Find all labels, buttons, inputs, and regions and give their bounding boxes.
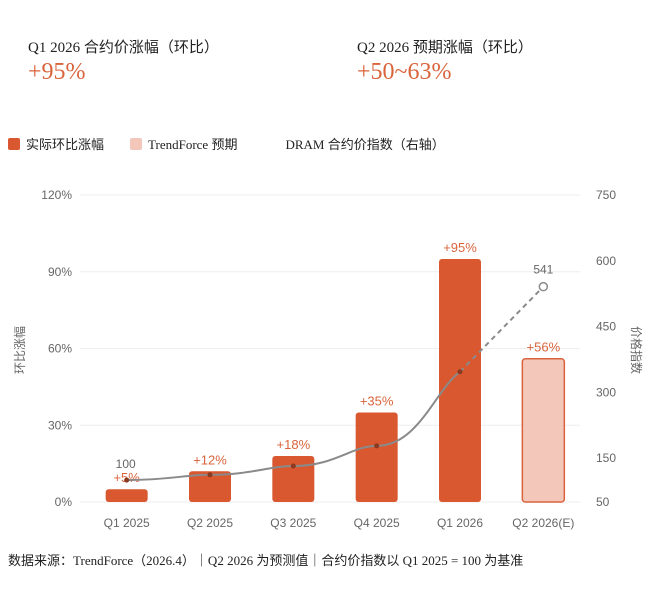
index-point: [457, 369, 463, 375]
y-tick-label: 60%: [48, 342, 72, 356]
y-axis-title: 环比涨幅: [12, 326, 27, 374]
bar: [189, 471, 231, 502]
legend-item-forecast: TrendForce 预期: [130, 134, 237, 153]
footer-source: 数据来源：TrendForce（2026.4）｜Q2 2026 为预测值｜合约价…: [8, 553, 524, 568]
bar: [272, 455, 315, 502]
index-point-projected: [538, 281, 549, 292]
legend-item-actual: 实际环比涨幅: [8, 134, 104, 153]
x-tick-label: Q1 2025: [104, 516, 150, 530]
legend: 实际环比涨幅 TrendForce 预期 DRAM 合约价指数（右轴）: [8, 134, 471, 153]
bar-data-label: +95%: [443, 240, 477, 255]
x-tick-label: Q1 2026: [437, 516, 483, 530]
bar-data-label: +56%: [527, 340, 561, 355]
legend-swatch: [8, 137, 20, 150]
x-tick-label: Q2 2025: [187, 516, 233, 530]
index-point: [124, 477, 130, 483]
y2-tick-label: 150: [596, 451, 616, 465]
kpi-q1-2026: Q1 2026 合约价涨幅（环比） +95%: [28, 36, 219, 86]
y-tick-label: 120%: [41, 188, 72, 202]
y2-tick-label: 750: [596, 188, 616, 202]
y-tick-label: 0%: [55, 495, 73, 509]
legend-label: DRAM 合约价指数（右轴）: [285, 137, 445, 152]
x-tick-label: Q2 2026(E): [512, 516, 574, 530]
y2-tick-label: 600: [596, 254, 616, 268]
y2-axis-title: 价格指数: [629, 326, 644, 374]
kpi-value: +50~63%: [357, 59, 452, 85]
kpi-label: Q2 2026 预期涨幅（环比）: [357, 40, 533, 56]
x-tick-label: Q3 2025: [270, 516, 316, 530]
bar: [105, 489, 148, 502]
y-tick-label: 30%: [48, 418, 72, 432]
legend-item-index: DRAM 合约价指数（右轴）: [285, 134, 444, 153]
index-point: [207, 472, 213, 478]
kpi-q2-2026: Q2 2026 预期涨幅（环比） +50~63%: [357, 36, 533, 86]
index-data-label: 100: [116, 457, 136, 471]
bar-data-label: +18%: [277, 437, 311, 452]
bar-data-label: +35%: [360, 393, 394, 408]
legend-swatch: [130, 137, 143, 150]
index-point: [374, 443, 380, 449]
bar-data-label: +12%: [193, 452, 227, 467]
y2-tick-label: 50: [596, 495, 610, 509]
kpi-label: Q1 2026 合约价涨幅（环比）: [28, 40, 219, 56]
y2-tick-label: 300: [596, 385, 616, 399]
x-tick-label: Q4 2025: [354, 516, 400, 530]
legend-label: 实际环比涨幅: [26, 137, 105, 152]
bar: [355, 412, 398, 502]
kpi-value: +95%: [28, 59, 86, 85]
bar: [521, 357, 566, 503]
index-point: [290, 463, 296, 469]
y-tick-label: 90%: [48, 265, 72, 279]
index-line-projected: [459, 285, 545, 373]
index-data-label: 541: [533, 263, 553, 277]
bar: [439, 258, 481, 502]
y2-tick-label: 450: [596, 320, 616, 334]
legend-label: TrendForce 预期: [148, 137, 238, 152]
